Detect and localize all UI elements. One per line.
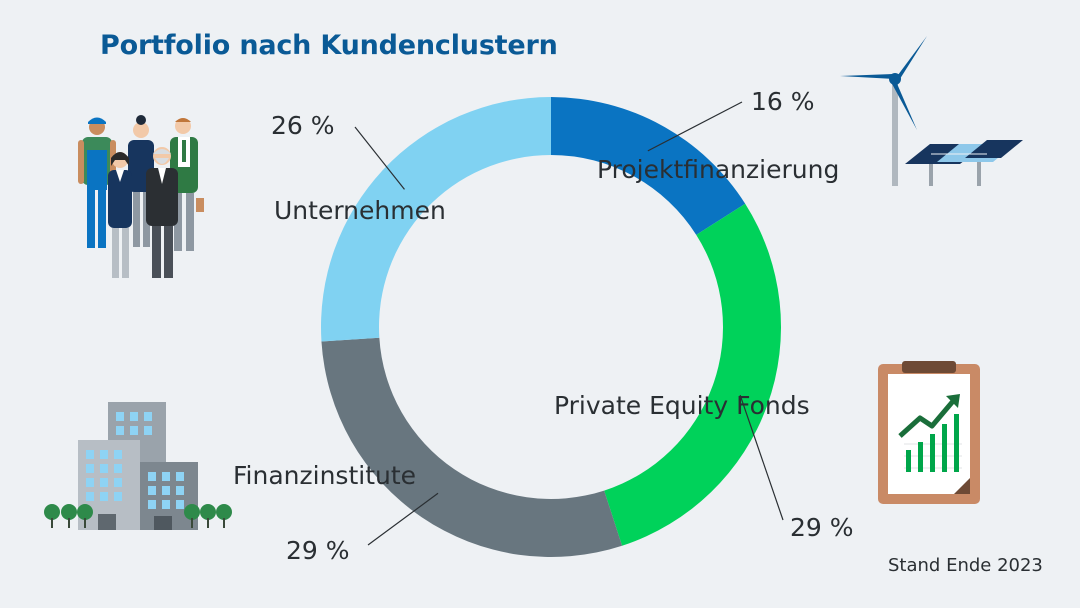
donut-segments bbox=[321, 97, 781, 557]
leader-line-projektfinanzierung bbox=[647, 101, 743, 152]
wind-turbine-solar-icon bbox=[840, 36, 1023, 186]
donut-slice-projektfinanzierung bbox=[551, 97, 746, 235]
donut-slice-private-equity-fonds bbox=[604, 203, 781, 546]
slice-name-private-equity-fonds: Private Equity Fonds bbox=[554, 391, 810, 420]
chart-title: Portfolio nach Kundenclustern bbox=[100, 30, 558, 61]
leader-line-private-equity-fonds bbox=[739, 394, 784, 521]
slice-value-private-equity-fonds: 29 % bbox=[790, 513, 854, 542]
slice-labels: Projektfinanzierung Private Equity Fonds… bbox=[233, 87, 854, 565]
leader-lines bbox=[354, 101, 784, 546]
people-group-icon bbox=[78, 115, 204, 278]
slice-name-unternehmen: Unternehmen bbox=[274, 196, 446, 225]
clipboard-chart-icon bbox=[878, 361, 980, 504]
slice-name-finanzinstitute: Finanzinstitute bbox=[233, 461, 416, 490]
slice-value-finanzinstitute: 29 % bbox=[286, 536, 350, 565]
leader-line-finanzinstitute bbox=[367, 492, 439, 546]
office-buildings-icon bbox=[44, 402, 232, 530]
donut-slice-finanzinstitute bbox=[321, 337, 623, 557]
slice-value-unternehmen: 26 % bbox=[271, 111, 335, 140]
slice-name-projektfinanzierung: Projektfinanzierung bbox=[597, 155, 839, 184]
footnote: Stand Ende 2023 bbox=[888, 555, 1043, 576]
slice-value-projektfinanzierung: 16 % bbox=[751, 87, 815, 116]
donut-slice-unternehmen bbox=[321, 97, 551, 342]
leader-line-unternehmen bbox=[354, 126, 405, 190]
